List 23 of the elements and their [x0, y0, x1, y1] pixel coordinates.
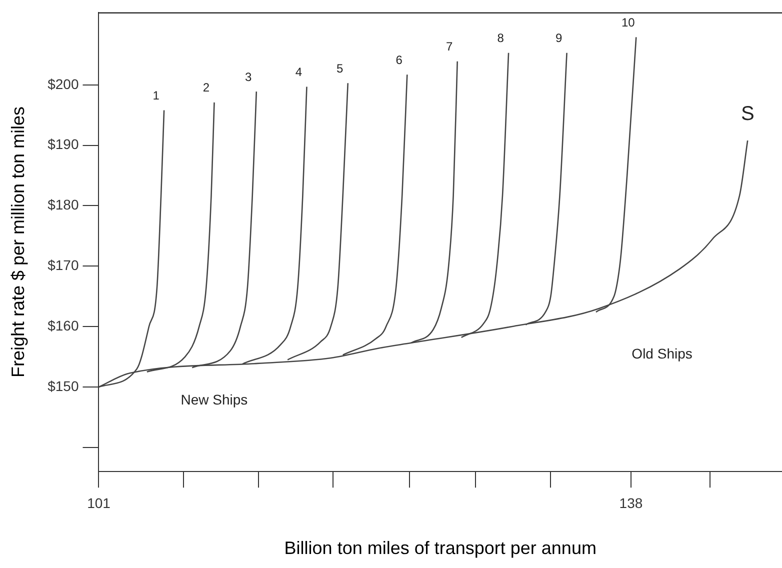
- annotation: New Ships: [180, 391, 248, 408]
- y-tick-label: $180: [48, 196, 79, 213]
- x-tick-label: 101: [87, 494, 111, 511]
- series-label: 1: [152, 88, 160, 103]
- y-tick-label: $160: [48, 317, 79, 334]
- y-tick-label: $190: [48, 136, 79, 152]
- x-axis-title: Billion ton miles of transport per annum: [284, 538, 596, 558]
- x-tick-label: 138: [619, 494, 643, 511]
- series-label: 10: [621, 15, 636, 30]
- y-tick-label: $150: [48, 378, 79, 394]
- series-label: S: [740, 103, 754, 126]
- y-axis-title: Freight rate $ per million ton miles: [8, 106, 28, 378]
- series-label: 7: [446, 40, 453, 54]
- series-label: 5: [336, 61, 344, 76]
- series-label: 3: [245, 70, 252, 84]
- series-label: 4: [295, 65, 302, 80]
- series-label: 8: [497, 31, 504, 46]
- series-label: 9: [555, 31, 562, 46]
- series-label: 2: [202, 80, 210, 95]
- series-label: 6: [396, 52, 403, 67]
- y-tick-label: $200: [48, 76, 79, 92]
- y-tick-label: $170: [48, 257, 79, 274]
- annotation: Old Ships: [632, 345, 692, 362]
